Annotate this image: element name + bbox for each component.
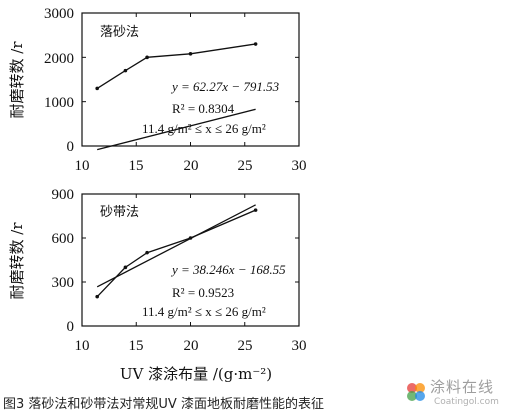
y-axis-title: 耐磨转数 /r	[8, 41, 26, 119]
r-squared-label: R² = 0.9523	[172, 285, 234, 300]
data-point	[145, 55, 149, 60]
x-tick-label: 10	[75, 158, 90, 174]
x-tick-label: 20	[184, 158, 199, 174]
x-tick-label: 20	[184, 338, 199, 354]
r-squared-label: R² = 0.8304	[172, 101, 235, 116]
data-point	[95, 86, 99, 91]
x-tick-label: 15	[129, 158, 144, 174]
chart-panel-falling-sand: 0 1000 2000 3000 10 15 20 25 30 耐磨转数 /r …	[8, 6, 307, 174]
y-tick-label: 2000	[44, 51, 74, 67]
y-tick-label: 300	[52, 275, 75, 291]
panel-title: 落砂法	[100, 25, 139, 40]
panel-title: 砂带法	[100, 205, 139, 220]
watermark-name: 涂料在线	[430, 378, 495, 396]
x-tick-label: 15	[129, 338, 144, 354]
data-point	[145, 250, 149, 255]
data-point	[188, 51, 193, 56]
data-point	[253, 208, 258, 212]
data-point	[95, 294, 99, 299]
regression-line	[96, 204, 256, 288]
x-tick-label: 10	[75, 338, 90, 354]
watermark-logo-icon	[407, 383, 425, 401]
x-axis-title: UV 漆涂布量 /(g·m⁻²)	[120, 365, 272, 383]
watermark: 涂料在线 Coatingol.com	[404, 374, 512, 414]
x-tick-label: 30	[292, 338, 307, 354]
y-tick-label: 0	[67, 319, 75, 335]
x-tick-label: 30	[292, 158, 307, 174]
data-point	[253, 42, 258, 46]
data-point	[123, 265, 128, 270]
regression-equation: y = 38.246x − 168.55	[170, 262, 286, 277]
y-tick-label: 600	[52, 231, 75, 247]
data-point	[123, 68, 128, 73]
x-range-label: 11.4 g/m² ≤ x ≤ 26 g/m²	[142, 121, 266, 136]
y-tick-label: 1000	[44, 95, 74, 111]
figure-caption: 图3 落砂法和砂带法对常规UV 漆面地板耐磨性能的表征	[3, 397, 324, 412]
y-tick-label: 900	[52, 187, 75, 203]
watermark-url: Coatingol.com	[434, 397, 499, 407]
measured-line	[96, 209, 256, 298]
y-axis-title: 耐磨转数 /r	[8, 222, 26, 300]
x-range-label: 11.4 g/m² ≤ x ≤ 26 g/m²	[142, 304, 266, 319]
figure-svg: 0 1000 2000 3000 10 15 20 25 30 耐磨转数 /r …	[8, 6, 307, 383]
y-tick-label: 3000	[44, 6, 74, 22]
x-tick-label: 25	[238, 338, 253, 354]
x-tick-label: 25	[238, 158, 253, 174]
regression-equation: y = 62.27x − 791.53	[170, 79, 280, 94]
regression-line	[97, 108, 256, 151]
y-tick-label: 0	[67, 139, 75, 155]
chart-panel-sand-belt: 0 300 600 900 10 15 20 25 30 耐磨转数 /r 砂带法…	[8, 187, 307, 354]
